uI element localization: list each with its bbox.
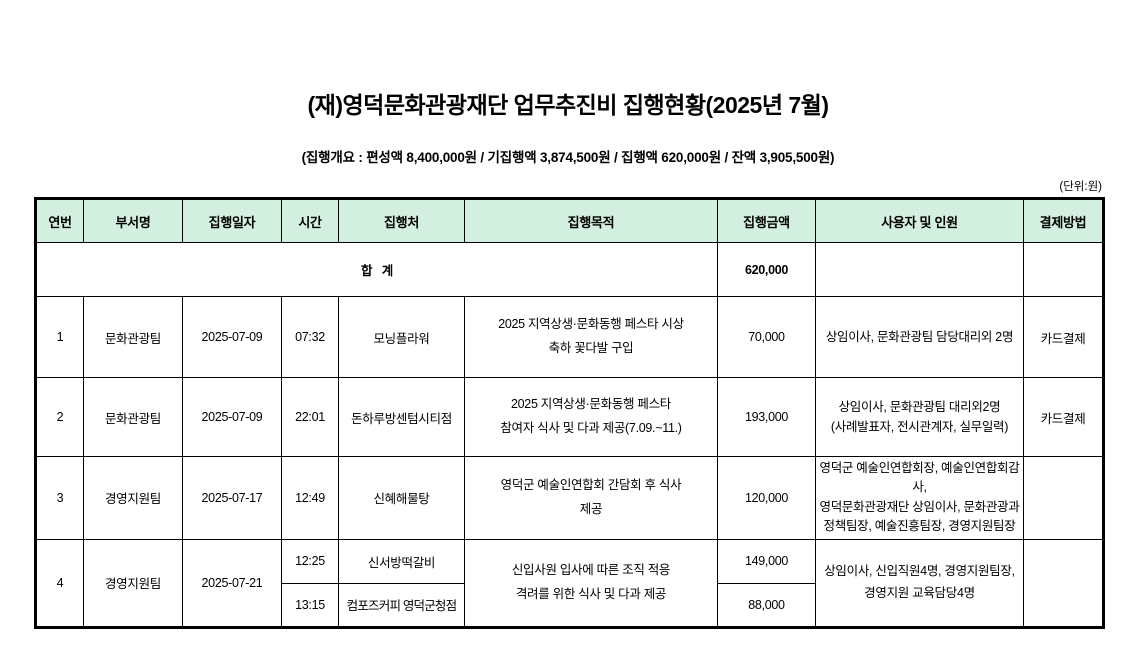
col-header-amount: 집행금액 [717,198,816,243]
cell-users: 상임이사, 신입직원4명, 경영지원팀장, 경영지원 교육담당4명 [815,538,1024,628]
cell-vendor: 돈하루방센텀시티점 [338,377,465,457]
cell-total-payment [1023,242,1104,297]
document-body: (재)영덕문화관광재단 업무추진비 집행현황(2025년 7월) (집행개요 :… [34,86,1105,629]
cell-payment [1023,538,1104,628]
col-header-payment: 결제방법 [1023,198,1104,243]
unit-label: (단위:원) [1059,181,1102,193]
cell-date: 2025-07-09 [182,377,282,457]
cell-date: 2025-07-17 [182,456,282,540]
cell-dept: 경영지원팀 [83,456,183,540]
cell-date: 2025-07-09 [182,296,282,378]
page-title: (재)영덕문화관광재단 업무추진비 집행현황(2025년 7월) [307,92,829,118]
cell-amount: 88,000 [717,582,816,628]
cell-total-amount: 620,000 [717,242,816,297]
execution-summary: (집행개요 : 편성액 8,400,000원 / 기집행액 3,874,500원… [301,150,835,165]
cell-time: 07:32 [281,296,339,378]
cell-time: 12:25 [281,538,339,584]
cell-no: 3 [35,456,84,540]
cell-dept: 경영지원팀 [83,538,183,628]
table-row: 2 문화관광팀 2025-07-09 22:01 돈하루방센텀시티점 2025 … [35,377,1104,457]
cell-purpose: 2025 지역상생·문화동행 페스타 참여자 식사 및 다과 제공(7.09.~… [464,377,718,457]
cell-amount: 193,000 [717,377,816,457]
cell-no: 4 [35,538,84,628]
cell-total-users [815,242,1024,297]
cell-vendor: 모닝플라워 [338,296,465,378]
cell-vendor: 컴포즈커피 영덕군청점 [338,582,465,628]
col-header-time: 시간 [281,198,339,243]
cell-vendor: 신혜해물탕 [338,456,465,540]
cell-time: 13:15 [281,582,339,628]
cell-vendor: 신서방떡갈비 [338,538,465,584]
cell-time: 12:49 [281,456,339,540]
col-header-date: 집행일자 [182,198,282,243]
cell-purpose: 영덕군 예술인연합회 간담회 후 식사 제공 [464,456,718,540]
cell-purpose: 신입사원 입사에 따른 조직 적응 격려를 위한 식사 및 다과 제공 [464,538,718,628]
table-header-row: 연번 부서명 집행일자 시간 집행처 집행목적 집행금액 사용자 및 인원 결제… [35,198,1104,243]
col-header-dept: 부서명 [83,198,183,243]
cell-dept: 문화관광팀 [83,296,183,378]
cell-payment [1023,456,1104,540]
cell-amount: 70,000 [717,296,816,378]
cell-no: 2 [35,377,84,457]
cell-no: 1 [35,296,84,378]
col-header-purpose: 집행목적 [464,198,718,243]
cell-payment: 카드결제 [1023,296,1104,378]
cell-time: 22:01 [281,377,339,457]
table-row: 3 경영지원팀 2025-07-17 12:49 신혜해물탕 영덕군 예술인연합… [35,456,1104,540]
cell-payment: 카드결제 [1023,377,1104,457]
table-subrow: 13:15 컴포즈커피 영덕군청점 88,000 [36,582,1104,628]
cell-purpose: 2025 지역상생·문화동행 페스타 시상 축하 꽃다발 구입 [464,296,718,378]
cell-dept: 문화관광팀 [83,377,183,457]
table-row: 4 경영지원팀 2025-07-21 12:25 신서방떡갈비 신입사원 입사에… [35,538,1104,628]
cell-amount: 120,000 [717,456,816,540]
total-row: 합 계 620,000 [35,242,1104,297]
col-header-users: 사용자 및 인원 [815,198,1024,243]
cell-total-label: 합 계 [35,242,718,297]
cell-users: 상임이사, 문화관광팀 대리외2명 (사례발표자, 전시관계자, 실무일력) [815,377,1024,457]
cell-amount: 149,000 [717,538,816,584]
expense-table: 연번 부서명 집행일자 시간 집행처 집행목적 집행금액 사용자 및 인원 결제… [34,197,1105,629]
table-row: 1 문화관광팀 2025-07-09 07:32 모닝플라워 2025 지역상생… [35,296,1104,378]
col-header-no: 연번 [35,198,84,243]
col-header-vendor: 집행처 [338,198,465,243]
cell-users: 상임이사, 문화관광팀 담당대리외 2명 [815,296,1024,378]
cell-date: 2025-07-21 [182,538,282,628]
cell-users: 영덕군 예술인연합회장, 예술인연합회감사, 영덕문화관광재단 상임이사, 문화… [815,456,1024,540]
